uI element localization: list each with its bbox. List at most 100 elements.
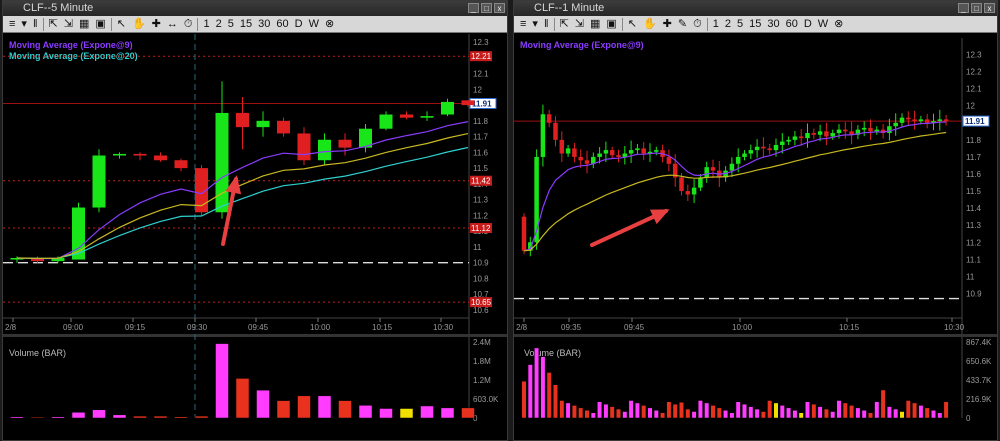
volume-bar	[855, 407, 861, 419]
candle-body	[698, 177, 703, 188]
candle-body	[540, 114, 546, 157]
volume-bar	[256, 389, 270, 419]
volume-bar	[685, 408, 691, 419]
candle-body	[887, 126, 892, 134]
volume-bar	[874, 401, 880, 419]
volume-bar	[905, 400, 911, 419]
toolbar-button-12[interactable]: 1	[203, 17, 210, 30]
volume-tick-label: 0	[966, 414, 971, 423]
volume-tick-label: 1.2M	[473, 376, 491, 385]
toolbar-button-5[interactable]: ▦	[78, 17, 90, 30]
window-title-bar[interactable]: CLF--1 Minute _ □ x	[514, 1, 997, 16]
toolbar-button-7[interactable]: ↖	[116, 17, 126, 30]
toolbar-button-11[interactable]: ⏱	[693, 17, 702, 30]
volume-tick-label: 650.6K	[966, 357, 992, 366]
toolbar-button-10[interactable]: ✎	[677, 17, 688, 30]
toolbar-button-15[interactable]: 15	[749, 17, 762, 30]
price-tick-label: 11.1	[966, 255, 982, 264]
toolbar-button-19[interactable]: W	[308, 17, 319, 30]
volume-bar	[133, 415, 147, 419]
volume-bar	[805, 401, 810, 419]
maximize-button[interactable]: □	[481, 3, 492, 13]
toolbar-button-0[interactable]: ≡	[9, 17, 16, 30]
volume-bar	[823, 408, 829, 419]
time-tick-label: 2/8	[516, 323, 528, 332]
candle-body	[924, 119, 930, 123]
volume-bar	[798, 412, 804, 419]
toolbar-button-14[interactable]: 5	[227, 17, 234, 30]
toolbar-button-8[interactable]: ✋	[131, 17, 146, 30]
candle-body	[906, 117, 911, 120]
price-chart-5min[interactable]: 12.312.212.11211.911.811.711.611.511.411…	[3, 1, 508, 441]
candle-body	[761, 146, 766, 149]
toolbar-separator	[42, 17, 44, 31]
volume-bar	[571, 405, 577, 419]
toolbar-button-17[interactable]: 60	[276, 17, 289, 30]
level-badge	[470, 51, 492, 62]
toolbar-button-20[interactable]: ⊗	[324, 17, 335, 30]
toolbar-button-4[interactable]: ⇲	[63, 17, 73, 30]
toolbar-button-20[interactable]: ⊗	[834, 17, 844, 30]
volume-bar	[358, 405, 373, 419]
window-title-bar[interactable]: CLF--5 Minute _ □ x	[3, 1, 507, 16]
toolbar-button-0[interactable]: ≡	[520, 17, 527, 30]
candle-body	[836, 129, 842, 134]
close-button[interactable]: x	[984, 3, 995, 13]
chart-window-5min[interactable]: CLF--5 Minute _ □ x ≡ ▾ ‖ ⇱ ⇲ ▦ ▣ ↖ ✋ ✚ ↔ ⏱ 1 2 5 15 30 6…	[2, 0, 508, 441]
volume-bar	[653, 410, 659, 419]
candle-body	[918, 119, 924, 122]
toolbar-button-15[interactable]: 15	[239, 17, 253, 30]
toolbar-button-14[interactable]: 5	[736, 17, 744, 30]
chart-toolbar: ≡ ▾ ‖ ⇱ ⇲ ▦ ▣ ↖ ✋ ✚ ↔ ⏱ 1 2 5 15 30 60 D W ⊗	[3, 16, 507, 33]
candle-body	[379, 114, 393, 129]
toolbar-button-18[interactable]: D	[294, 17, 303, 30]
price-chart-1min[interactable]: 12.312.212.11211.911.811.711.611.511.411…	[514, 1, 998, 441]
candle-body	[786, 139, 791, 142]
toolbar-button-1[interactable]: ▾	[532, 17, 538, 30]
candle-body	[195, 168, 208, 213]
volume-bar	[622, 411, 628, 419]
candle-body	[704, 167, 709, 178]
volume-bar	[893, 408, 899, 419]
chart-window-1min[interactable]: CLF--1 Minute _ □ x ≡ ▾ ‖ ⇱ ⇲ ▦ ▣ ↖ ✋ ✚ ✎ ⏱ 1 2 5 15 30 6…	[513, 0, 998, 441]
price-tick-label: 12.3	[966, 51, 982, 60]
toolbar-button-6[interactable]: ▣	[95, 17, 106, 30]
price-tick-label: 12.1	[473, 70, 489, 79]
volume-bar	[868, 412, 873, 419]
toolbar-button-6[interactable]: ▣	[606, 17, 617, 30]
toolbar-button-3[interactable]: ⇱	[48, 17, 58, 30]
toolbar-button-13[interactable]: 2	[724, 17, 731, 30]
volume-bar	[912, 402, 918, 419]
toolbar-button-5[interactable]: ▦	[589, 17, 601, 30]
candle-body	[861, 127, 867, 130]
toolbar-button-7[interactable]: ↖	[627, 17, 637, 30]
candle-body	[729, 163, 735, 171]
toolbar-button-10[interactable]: ↔	[166, 17, 178, 30]
candle-body	[318, 139, 331, 161]
toolbar-button-16[interactable]: 30	[767, 17, 780, 30]
volume-bar	[710, 405, 716, 419]
volume-bar	[647, 407, 653, 419]
toolbar-button-9[interactable]: ✚	[151, 17, 161, 30]
toolbar-button-9[interactable]: ✚	[662, 17, 672, 30]
toolbar-button-19[interactable]: W	[817, 17, 829, 30]
minimize-button[interactable]: _	[958, 3, 969, 13]
volume-bar	[590, 412, 596, 419]
volume-bar	[672, 403, 678, 419]
toolbar-button-12[interactable]: 1	[712, 17, 719, 30]
toolbar-button-8[interactable]: ✋	[642, 17, 657, 30]
candle-body	[893, 122, 898, 127]
toolbar-button-13[interactable]: 2	[215, 17, 222, 30]
toolbar-button-4[interactable]: ⇲	[574, 17, 584, 30]
toolbar-button-2[interactable]: ‖	[32, 17, 38, 30]
minimize-button[interactable]: _	[468, 3, 479, 13]
toolbar-button-17[interactable]: 60	[785, 17, 798, 30]
toolbar-button-2[interactable]: ‖	[543, 17, 549, 30]
toolbar-button-1[interactable]: ▾	[21, 17, 27, 30]
toolbar-button-16[interactable]: 30	[258, 17, 271, 30]
toolbar-button-3[interactable]: ⇱	[559, 17, 569, 30]
toolbar-button-18[interactable]: D	[803, 17, 812, 30]
toolbar-button-11[interactable]: ⏱	[183, 17, 193, 30]
maximize-button[interactable]: □	[971, 3, 982, 13]
close-button[interactable]: x	[494, 3, 505, 13]
